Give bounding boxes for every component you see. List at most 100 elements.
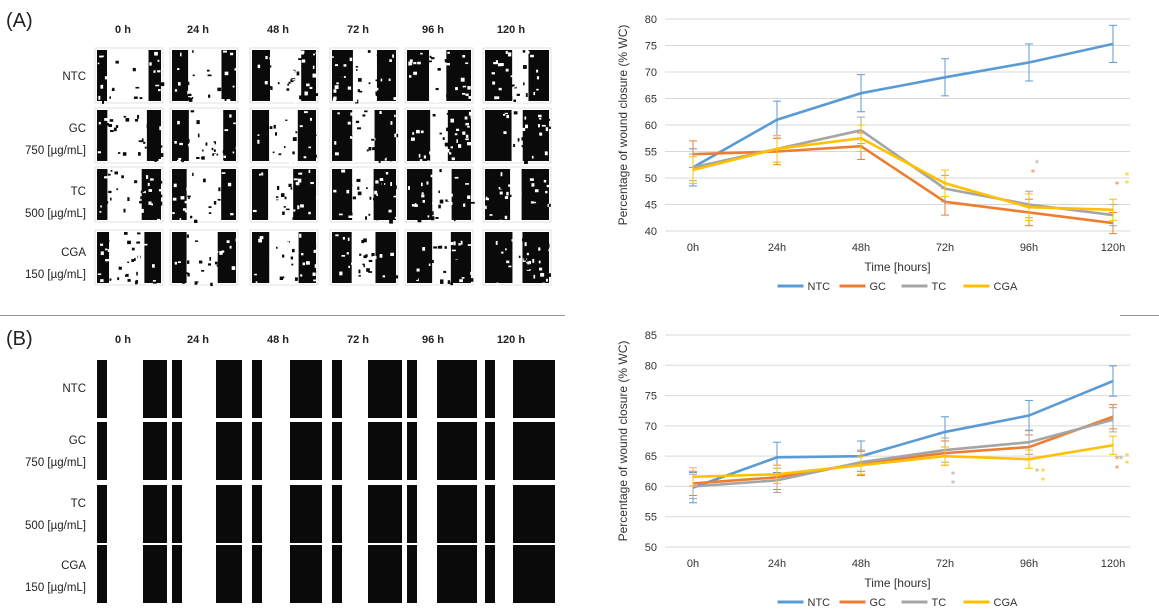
wound-image-tile (252, 545, 324, 603)
significance-marker: * (1115, 464, 1120, 474)
error-bar (857, 74, 865, 113)
wound-image-tile (97, 545, 169, 603)
timepoint-label: 120 h (496, 334, 526, 346)
significance-marker: * (1041, 476, 1046, 486)
treatment-label: GC 750 [µg/mL] (6, 118, 86, 162)
error-bar (941, 169, 949, 198)
wound-image-tile (94, 47, 165, 104)
series-line-ntc (692, 42, 1114, 169)
panel-divider-right (1120, 315, 1159, 316)
treatment-name: NTC (62, 71, 86, 83)
x-axis-title: Time [hours] (864, 260, 930, 274)
legend-label: TC (932, 281, 947, 293)
x-tick-label: 48h (852, 558, 870, 570)
y-tick-label: 75 (645, 41, 657, 53)
y-tick-label: 65 (645, 94, 657, 106)
wound-image-tile (485, 485, 557, 543)
wound-image-tile (404, 229, 474, 286)
wound-image-tile (97, 360, 169, 418)
error-bar (857, 455, 865, 475)
error-bar (1025, 43, 1033, 82)
series-line-tc (692, 418, 1114, 488)
x-tick-label: 96h (1020, 242, 1038, 254)
treatment-concentration: 750 [µg/mL] (25, 457, 86, 469)
timepoint-label: 120 h (496, 24, 526, 36)
y-tick-label: 70 (645, 67, 657, 79)
significance-marker: * (1035, 467, 1040, 477)
wound-image-tile (407, 422, 479, 480)
y-tick-label: 40 (645, 226, 657, 238)
legend-label: CGA (994, 281, 1019, 293)
treatment-name: CGA (61, 247, 86, 259)
error-bar (941, 58, 949, 97)
legend-label: CGA (994, 597, 1019, 609)
timepoint-label: 24 h (186, 334, 209, 346)
wound-image-tile (97, 485, 169, 543)
treatment-label: CGA 150 [µg/mL] (6, 555, 86, 599)
significance-marker: * (1041, 467, 1046, 477)
panel-a-label: (A) (6, 10, 33, 32)
wound-image-tile (329, 107, 399, 164)
timepoint-label: 48 h (266, 24, 289, 36)
wound-image-tile (172, 422, 244, 480)
wound-image-tile (332, 422, 404, 480)
error-bar (1109, 365, 1117, 397)
wound-image-tile (94, 107, 164, 164)
wound-image-tile (404, 107, 474, 164)
timepoint-label: 96 h (421, 24, 444, 36)
x-tick-label: 72h (936, 558, 954, 570)
y-tick-label: 85 (645, 330, 657, 342)
x-tick-label: 120h (1101, 242, 1125, 254)
y-tick-label: 75 (645, 391, 657, 403)
treatment-label: CGA 150 [µg/mL] (6, 242, 86, 286)
wound-image-tile (172, 360, 244, 418)
wound-image-tile (482, 229, 552, 286)
legend-label: GC (870, 281, 887, 293)
significance-marker: * (1125, 171, 1130, 181)
wound-image-tile (407, 545, 479, 603)
wound-image-tile (252, 422, 324, 480)
wound-image-tile (169, 107, 239, 164)
x-tick-label: 120h (1101, 558, 1125, 570)
error-bar (689, 467, 697, 487)
series-line-gc (692, 415, 1114, 485)
error-bar (1109, 407, 1117, 433)
series-line-ntc (692, 379, 1114, 489)
treatment-name: CGA (61, 560, 86, 572)
significance-marker: * (1119, 455, 1124, 465)
significance-marker: * (1115, 455, 1120, 465)
chart-b: 50 55 60 65 70 75 80 85 0h 24h 48h 72h 96h 120h Time [… (616, 330, 1130, 609)
significance-marker: * (1125, 179, 1130, 189)
y-tick-label: 65 (645, 451, 657, 463)
wound-image-tile (329, 47, 399, 104)
wound-image-tile (329, 229, 399, 286)
wound-image-tile (94, 166, 164, 223)
significance-marker: * (1125, 452, 1130, 462)
treatment-concentration: 500 [µg/mL] (25, 520, 86, 532)
panel-b-image-grid (97, 360, 557, 603)
significance-marker: * (1031, 169, 1036, 179)
wound-image-tile (332, 485, 404, 543)
wound-image-tile (97, 422, 169, 480)
error-bar (941, 446, 949, 466)
wound-image-tile (249, 166, 320, 223)
y-tick-label: 80 (645, 14, 657, 26)
treatment-name: TC (70, 498, 86, 510)
treatment-concentration: 750 [µg/mL] (25, 145, 86, 157)
y-tick-label: 60 (645, 120, 657, 132)
y-tick-label: 50 (645, 542, 657, 554)
y-axis-title: Percentage of wound closure (% WC) (616, 341, 630, 542)
wound-image-tile (169, 166, 239, 224)
wound-image-tile (404, 47, 474, 104)
y-tick-label: 70 (645, 421, 657, 433)
wound-image-tile (332, 545, 404, 603)
wound-image-tile (329, 166, 399, 224)
timepoint-label: 0 h (115, 334, 131, 346)
treatment-name: NTC (62, 383, 86, 395)
x-tick-label: 72h (936, 242, 954, 254)
x-tick-label: 24h (768, 558, 786, 570)
wound-image-tile (404, 166, 475, 223)
y-tick-label: 60 (645, 481, 657, 493)
series-line-cga (692, 443, 1114, 479)
treatment-concentration: 150 [µg/mL] (25, 269, 86, 281)
